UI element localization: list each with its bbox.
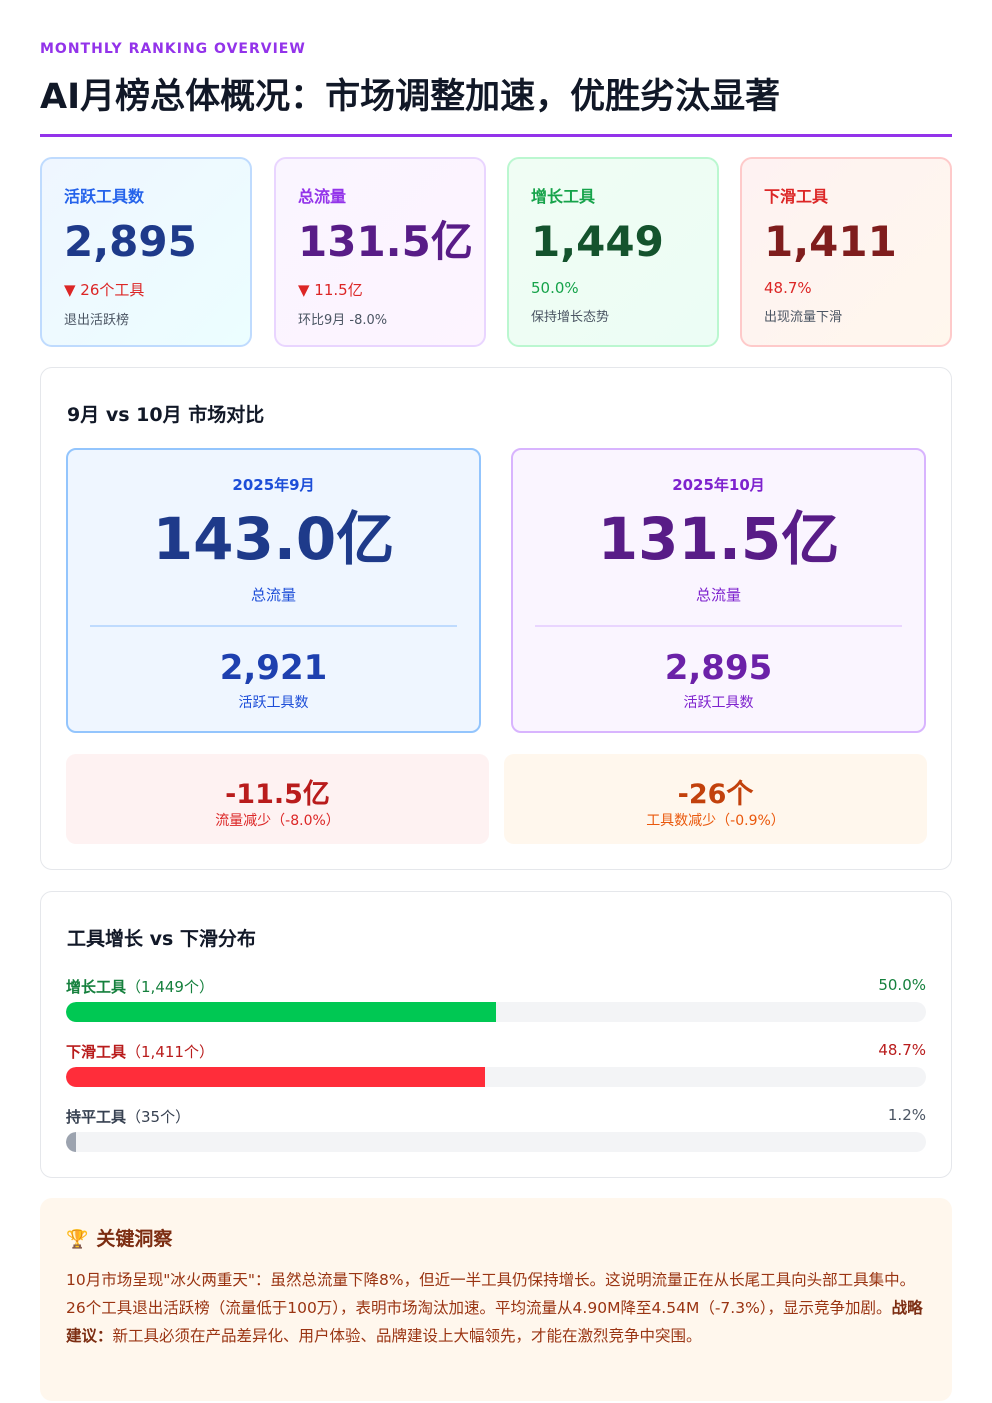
- kpi-card-declining-tools: 下滑工具 1,411 48.7% 出现流量下滑: [740, 157, 952, 347]
- month-label: 2025年9月: [232, 476, 315, 494]
- kpi-label: 下滑工具: [764, 187, 829, 206]
- distribution-panel: 工具增长 vs 下滑分布 增长工具（1,449个） 50.0% 下滑工具（1,4…: [40, 891, 952, 1178]
- insight-text: 10月市场呈现"冰火两重天"：虽然总流量下降8%，但近一半工具仍保持增长。这说明…: [66, 1271, 923, 1345]
- kpi-card-growing-tools: 增长工具 1,449 50.0% 保持增长态势: [507, 157, 719, 347]
- month-label: 2025年10月: [672, 476, 765, 494]
- tools-value: 2,895: [664, 648, 773, 688]
- comparison-panel: 9月 vs 10月 市场对比 2025年9月 143.0亿 总流量 2,921 …: [40, 367, 952, 870]
- kpi-value: 2,895: [64, 217, 197, 266]
- delta-value: -26个: [677, 779, 754, 810]
- delta-value: -11.5亿: [225, 779, 330, 810]
- bar-percent: 1.2%: [887, 1106, 926, 1124]
- bar-label: 持平工具（35个）: [66, 1108, 191, 1126]
- kpi-label: 活跃工具数: [64, 187, 145, 206]
- kpi-label: 增长工具: [531, 187, 596, 206]
- bar-fill: [66, 1002, 496, 1022]
- card-divider: [90, 625, 457, 627]
- september-card: 2025年9月 143.0亿 总流量 2,921 活跃工具数: [66, 448, 481, 733]
- kpi-card-active-tools: 活跃工具数 2,895 ▼ 26个工具 退出活跃榜: [40, 157, 252, 347]
- kpi-change: 50.0%: [531, 279, 579, 298]
- page-title: AI月榜总体概况：市场调整加速，优胜劣汰显著: [40, 77, 781, 117]
- traffic-value: 131.5亿: [597, 505, 840, 573]
- bar-fill: [66, 1067, 485, 1087]
- bar-track: [66, 1067, 926, 1087]
- kpi-card-total-traffic: 总流量 131.5亿 ▼ 11.5亿 环比9月 -8.0%: [274, 157, 486, 347]
- kpi-value: 131.5亿: [298, 217, 473, 266]
- delta-label: 流量减少（-8.0%）: [215, 813, 340, 829]
- bar-track: [66, 1002, 926, 1022]
- bar-percent: 50.0%: [878, 976, 926, 994]
- kpi-subtext: 保持增长态势: [531, 310, 610, 326]
- bar-label: 增长工具（1,449个）: [66, 978, 214, 996]
- kpi-subtext: 退出活跃榜: [64, 313, 130, 329]
- kpi-change: ▼ 26个工具: [64, 281, 145, 300]
- traffic-label: 总流量: [695, 586, 741, 604]
- kpi-value: 1,411: [764, 217, 897, 266]
- tools-label: 活跃工具数: [238, 695, 309, 711]
- kpi-change: 48.7%: [764, 279, 812, 298]
- insight-panel: 🏆 关键洞察 10月市场呈现"冰火两重天"：虽然总流量下降8%，但近一半工具仍保持…: [40, 1198, 952, 1401]
- card-divider: [535, 625, 902, 627]
- bar-track: [66, 1132, 926, 1152]
- comparison-title: 9月 vs 10月 市场对比: [67, 404, 265, 426]
- delta-label: 工具数减少（-0.9%）: [646, 813, 785, 829]
- traffic-delta-box: -11.5亿 流量减少（-8.0%）: [66, 754, 489, 844]
- strategy-label: 战略建议：: [66, 1299, 923, 1345]
- trophy-icon: 🏆: [66, 1229, 89, 1250]
- traffic-label: 总流量: [250, 586, 296, 604]
- title-divider: [40, 134, 952, 137]
- kpi-subtext: 出现流量下滑: [764, 310, 843, 326]
- october-card: 2025年10月 131.5亿 总流量 2,895 活跃工具数: [511, 448, 926, 733]
- distribution-title: 工具增长 vs 下滑分布: [67, 928, 256, 950]
- kpi-value: 1,449: [531, 217, 664, 266]
- tools-delta-box: -26个 工具数减少（-0.9%）: [504, 754, 927, 844]
- bar-label: 下滑工具（1,411个）: [66, 1043, 214, 1061]
- tools-value: 2,921: [219, 648, 328, 688]
- kpi-label: 总流量: [298, 187, 347, 206]
- eyebrow-label: MONTHLY RANKING OVERVIEW: [40, 41, 306, 57]
- traffic-value: 143.0亿: [152, 505, 395, 573]
- bar-percent: 48.7%: [878, 1041, 926, 1059]
- insight-heading: 🏆 关键洞察: [66, 1224, 172, 1251]
- bar-fill: [66, 1132, 77, 1152]
- insight-title: 关键洞察: [96, 1228, 173, 1250]
- kpi-change: ▼ 11.5亿: [298, 281, 363, 300]
- kpi-subtext: 环比9月 -8.0%: [298, 313, 388, 329]
- tools-label: 活跃工具数: [683, 695, 754, 711]
